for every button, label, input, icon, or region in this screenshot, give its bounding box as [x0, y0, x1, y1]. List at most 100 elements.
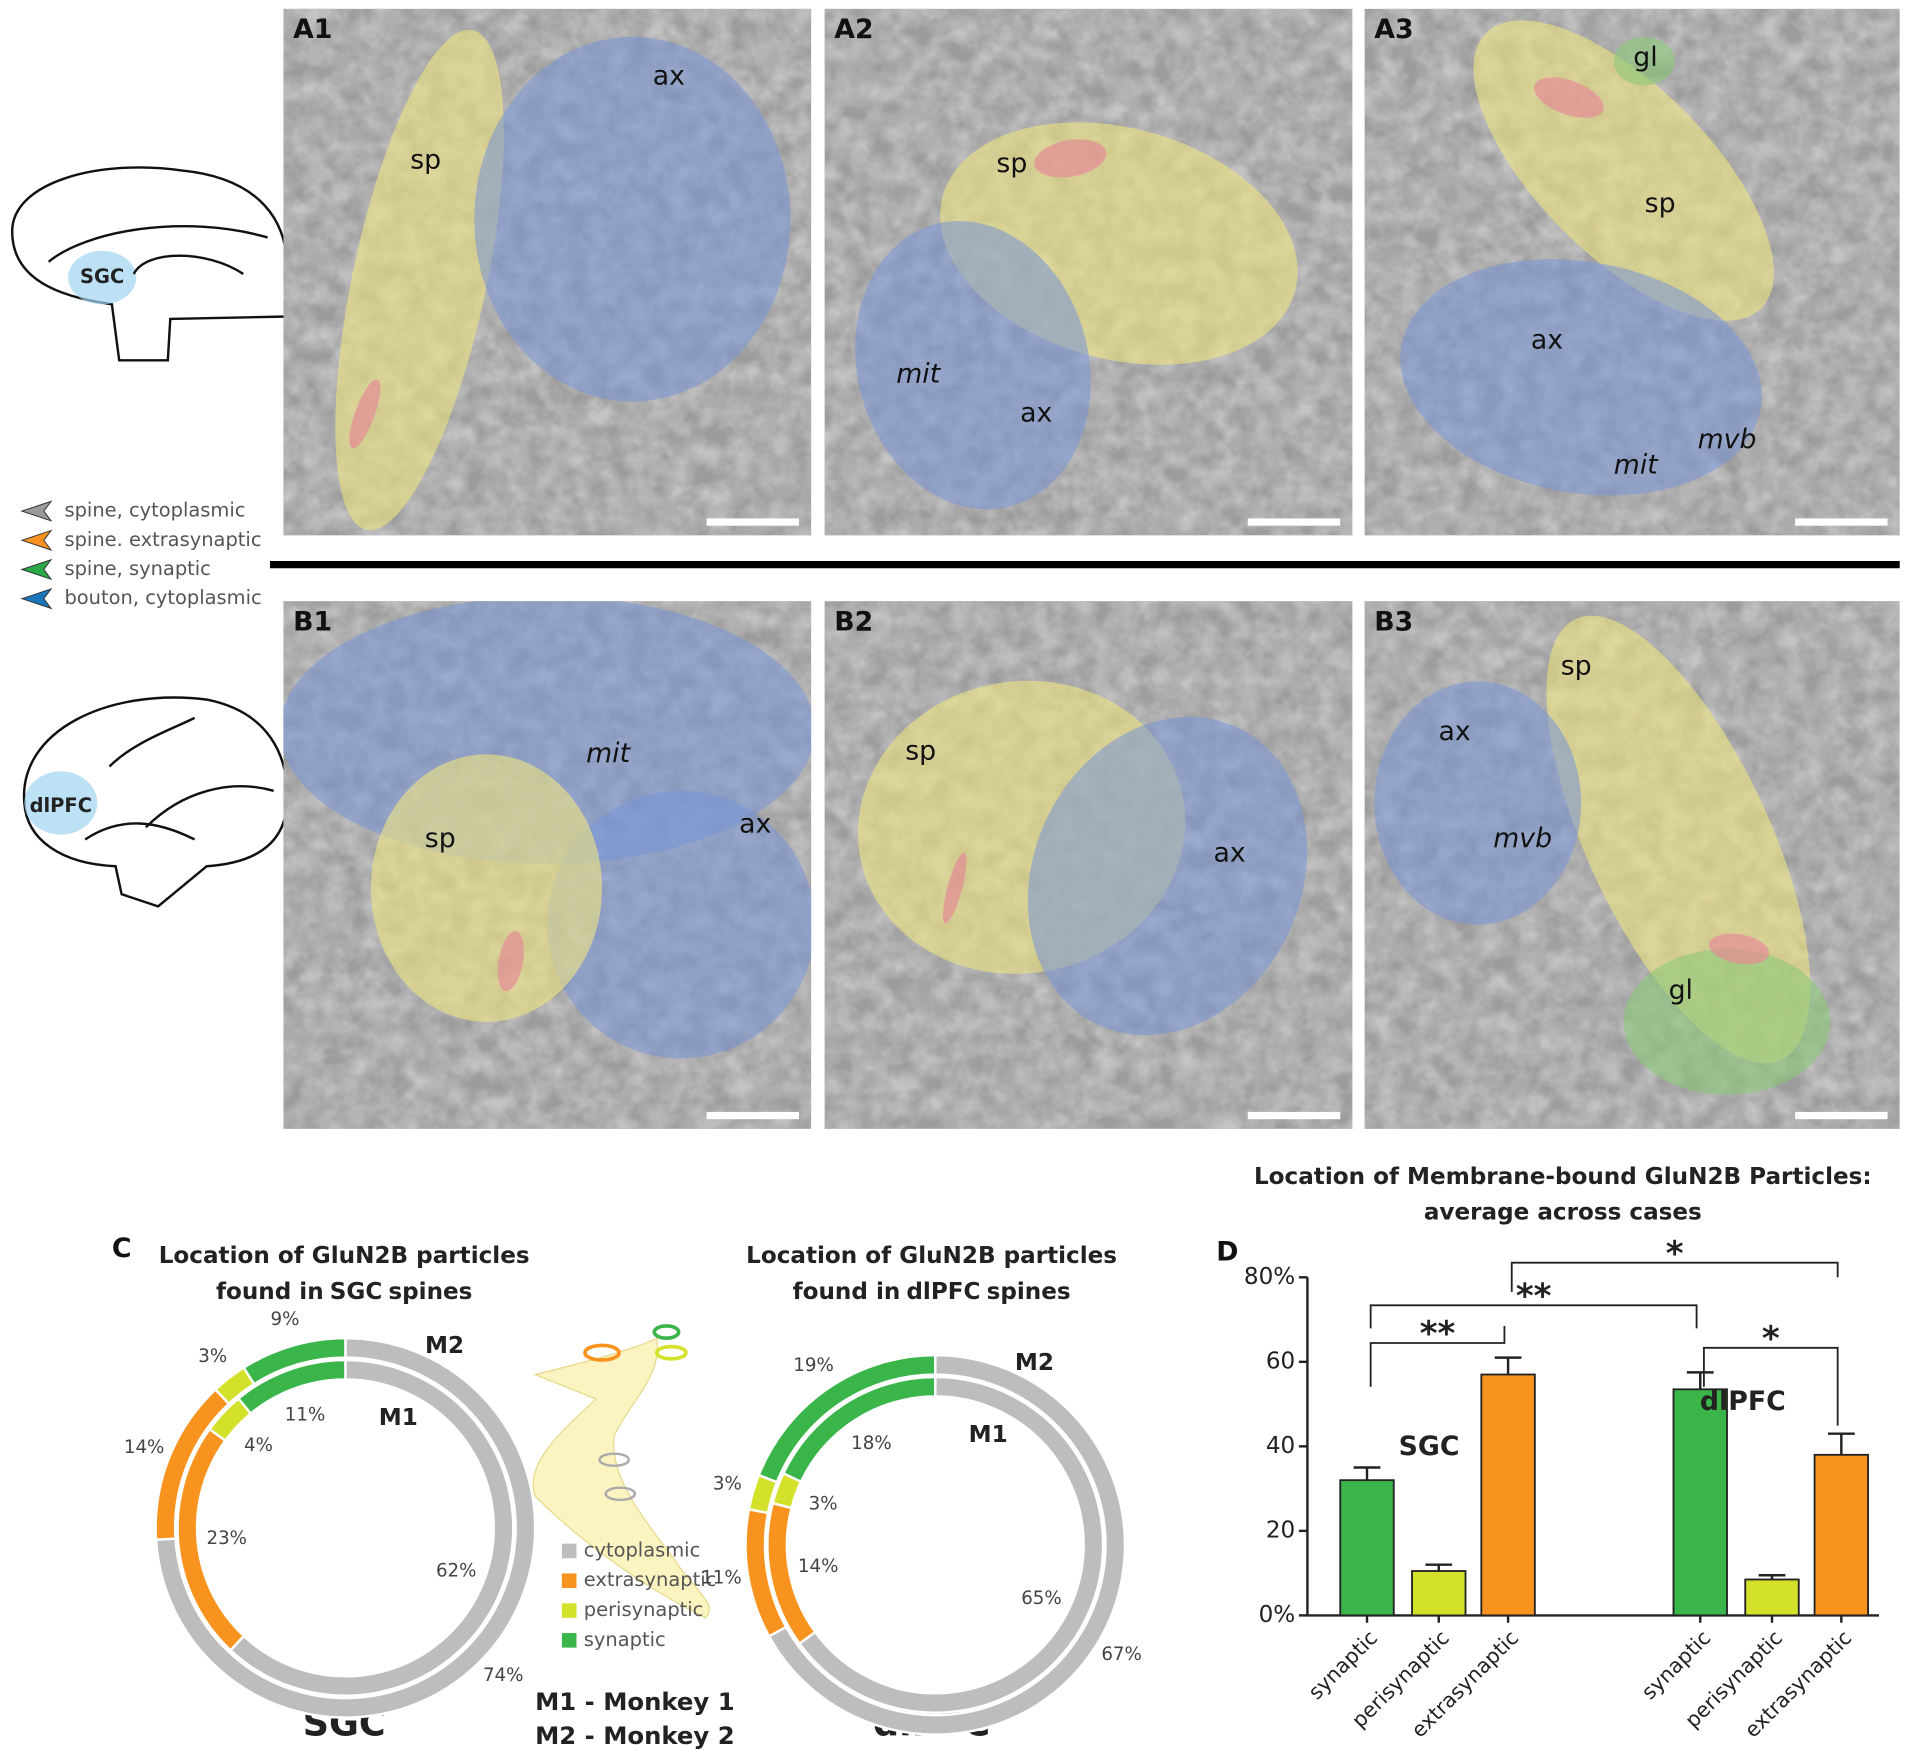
arrowhead-icon — [20, 500, 53, 522]
arrowhead-icon — [20, 558, 53, 581]
panel-label: A2 — [834, 14, 873, 45]
panel-label: A3 — [1374, 14, 1413, 45]
legend-label: perisynaptic — [584, 1598, 704, 1621]
receptor-icon — [604, 1486, 637, 1502]
panel-label: B2 — [834, 606, 873, 637]
significance-bracket — [1702, 1346, 1839, 1426]
value-label: 11% — [285, 1405, 326, 1426]
annotation: mit — [1614, 450, 1659, 481]
y-tick-label: 80% — [1244, 1264, 1295, 1290]
value-label: 62% — [436, 1561, 477, 1582]
group-label: SGC — [1399, 1431, 1460, 1462]
y-tick-label: 40 — [1266, 1433, 1295, 1459]
value-label: 67% — [1101, 1644, 1142, 1665]
panel-label: B1 — [293, 606, 332, 637]
legend-label: bouton, cytoplasmic — [64, 586, 261, 609]
group-label: dlPFC — [1700, 1386, 1786, 1417]
scale-bar — [1795, 1111, 1888, 1120]
micrograph — [283, 8, 812, 536]
chart-title: Location of GluN2B particles — [746, 1243, 1117, 1269]
donut-slice — [236, 1358, 347, 1416]
donut-slice — [781, 1375, 937, 1484]
bar — [1411, 1570, 1467, 1617]
y-tick-label: 20 — [1266, 1517, 1295, 1543]
micrograph — [824, 601, 1353, 1129]
annotation: sp — [905, 735, 936, 766]
profile-overlay — [1034, 139, 1107, 178]
panel-label: B3 — [1374, 606, 1413, 637]
title-part: spines — [388, 1278, 472, 1304]
series-label: M1 — [969, 1422, 1008, 1448]
profile-overlay — [1613, 36, 1675, 86]
legend-label: cytoplasmic — [584, 1538, 701, 1561]
monkey-legend: M2 - Monkey 2 — [535, 1721, 735, 1750]
bar — [1672, 1388, 1728, 1617]
value-label: 74% — [483, 1665, 524, 1686]
value-label: 4% — [244, 1435, 273, 1456]
annotation: sp — [1561, 650, 1592, 681]
legend-label: spine, synaptic — [64, 557, 210, 580]
profile-overlay — [1400, 259, 1762, 496]
value-label: 14% — [798, 1556, 839, 1577]
value-label: 3% — [809, 1493, 838, 1514]
annotation: sp — [1645, 188, 1676, 219]
receptor-icon — [652, 1324, 681, 1340]
y-tick-label: 60 — [1266, 1348, 1295, 1374]
profile-overlay — [474, 36, 791, 402]
significance-bracket — [1510, 1261, 1839, 1292]
value-label: 14% — [124, 1437, 165, 1458]
profile-overlay — [1374, 681, 1582, 925]
brain-label: dlPFC — [30, 794, 92, 817]
series-label: M2 — [425, 1333, 464, 1359]
profile-overlay — [349, 379, 381, 449]
value-label: 9% — [271, 1309, 300, 1330]
scale-bar — [706, 1111, 800, 1120]
series-label: M2 — [1015, 1350, 1054, 1376]
significance-label: ** — [1516, 1276, 1552, 1316]
bar — [1744, 1578, 1800, 1617]
dlpfc-highlight — [24, 771, 98, 835]
arrowhead-icon — [20, 529, 53, 551]
annotation: ax — [1020, 397, 1052, 428]
annotation: mvb — [1493, 823, 1552, 854]
title-part: dlPFC — [906, 1278, 980, 1304]
chart-title: found in SGC spines — [216, 1278, 472, 1304]
profile-overlay — [1027, 716, 1308, 1036]
panel-label: A1 — [293, 14, 332, 45]
bar — [1480, 1373, 1536, 1617]
significance-bracket — [1369, 1325, 1506, 1387]
legend-swatch — [561, 1633, 577, 1648]
donut-slice — [242, 1336, 347, 1386]
chart-title: found in dlPFC spines — [793, 1278, 1071, 1304]
arrowhead-icon — [20, 587, 53, 610]
y-tick-label: 0% — [1259, 1602, 1296, 1628]
micrograph — [1364, 8, 1900, 536]
value-label: 3% — [198, 1346, 227, 1367]
annotation: gl — [1633, 42, 1657, 73]
annotation: mit — [896, 358, 941, 389]
annotation: ax — [1438, 716, 1470, 747]
brain-sulci — [47, 224, 268, 275]
brain-medial — [10, 166, 289, 362]
profile-overlay — [1534, 77, 1604, 118]
series-label: M1 — [379, 1405, 418, 1431]
annotation: mit — [586, 738, 631, 769]
value-label: 65% — [1021, 1588, 1062, 1609]
brain-label: SGC — [80, 265, 124, 288]
title-part: SGC — [330, 1278, 383, 1304]
profile-overlay — [1709, 933, 1770, 965]
profile-overlay — [1623, 948, 1831, 1095]
annotation: sp — [425, 823, 456, 854]
significance-bracket — [1369, 1304, 1698, 1329]
value-label: 11% — [701, 1568, 742, 1589]
bar — [1813, 1453, 1869, 1617]
panel-label: C — [112, 1233, 132, 1264]
annotation: ax — [1531, 324, 1563, 355]
annotation: sp — [996, 148, 1027, 179]
spine-schematic — [532, 1337, 710, 1619]
monkey-legend: M1 - Monkey 1 — [535, 1687, 735, 1716]
chart-title: average across cases — [1424, 1199, 1702, 1225]
profile-overlay — [497, 931, 524, 992]
profile-overlay — [855, 221, 1091, 510]
